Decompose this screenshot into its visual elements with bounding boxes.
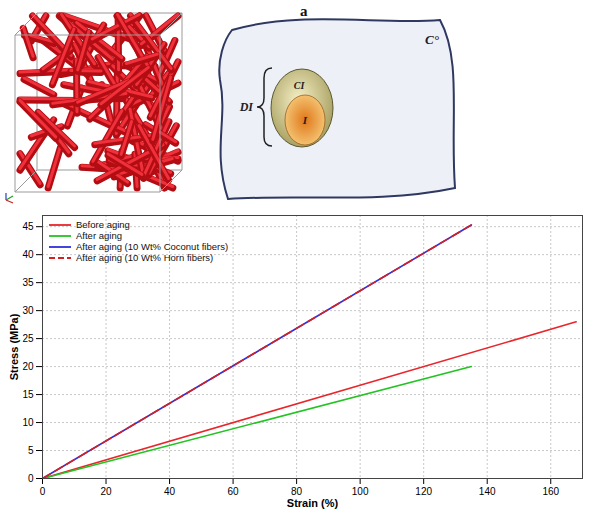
html-text:After aging (10 Wt% Horn fiber: After aging (10 Wt% Horn fibers) [76, 252, 214, 263]
svg-text:a: a [300, 3, 308, 19]
svg-text:0: 0 [40, 486, 46, 497]
html-text:After aging: After aging [76, 230, 122, 241]
svg-text:160: 160 [542, 486, 559, 497]
svg-text:120: 120 [415, 486, 432, 497]
svg-text:15: 15 [22, 389, 34, 400]
html-text:After aging (10 Wt% Coconut fi: After aging (10 Wt% Coconut fibers) [76, 241, 229, 252]
svg-text:100: 100 [352, 486, 369, 497]
svg-text:140: 140 [479, 486, 496, 497]
svg-text:20: 20 [100, 486, 112, 497]
svg-text:45: 45 [22, 221, 34, 232]
svg-text:35: 35 [22, 277, 34, 288]
svg-text:0: 0 [28, 473, 34, 484]
svg-text:DI: DI [239, 100, 255, 114]
svg-text:40: 40 [22, 249, 34, 260]
svg-text:5: 5 [28, 445, 34, 456]
svg-text:CI: CI [294, 80, 306, 91]
svg-text:C°: C° [425, 32, 440, 47]
svg-text:Stress (MPa): Stress (MPa) [8, 313, 20, 380]
svg-text:40: 40 [164, 486, 176, 497]
svg-text:I: I [302, 114, 308, 126]
html-text:Before aging: Before aging [76, 219, 130, 230]
svg-text:10: 10 [22, 417, 34, 428]
svg-text:80: 80 [291, 486, 303, 497]
svg-text:Strain (%): Strain (%) [287, 497, 339, 509]
svg-text:20: 20 [22, 361, 34, 372]
svg-text:60: 60 [228, 486, 240, 497]
svg-text:30: 30 [22, 305, 34, 316]
svg-text:25: 25 [22, 333, 34, 344]
